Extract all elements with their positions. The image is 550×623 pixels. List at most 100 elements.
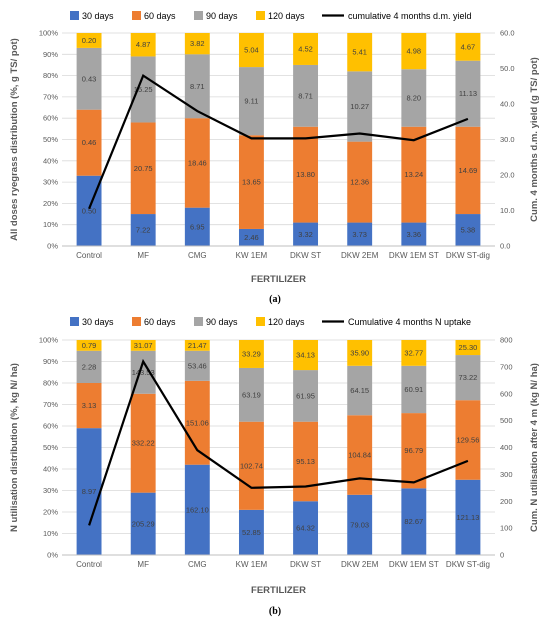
y-tick-label: 0% <box>47 242 58 251</box>
legend-swatch <box>132 11 141 20</box>
bar-segment <box>293 370 319 422</box>
y-tick-label: 40% <box>43 465 58 474</box>
data-label: 0.43 <box>82 74 97 83</box>
data-label: 129.56 <box>456 435 479 444</box>
x-axis-title: FERTILIZER <box>251 585 306 596</box>
data-label: 60.91 <box>404 385 423 394</box>
bar-segment <box>455 126 481 215</box>
data-label: 18.46 <box>188 158 207 167</box>
y-tick-label: 50% <box>43 443 58 452</box>
bar-segment <box>293 126 319 223</box>
y-tick-label: 30% <box>43 486 58 495</box>
bar-segment <box>455 479 481 555</box>
data-label: 0.46 <box>82 138 97 147</box>
legend-label: 30 days <box>82 317 114 327</box>
bar-segment <box>293 64 319 127</box>
category-label: DKW ST <box>290 560 321 569</box>
bar-segment <box>401 413 427 489</box>
bar-segment <box>238 421 264 510</box>
data-label: 64.15 <box>350 386 369 395</box>
data-label: 63.19 <box>242 390 261 399</box>
bar-segment <box>347 141 373 223</box>
data-label: 0.50 <box>82 206 97 215</box>
bar-segment <box>401 222 427 246</box>
bar-segment <box>76 428 102 555</box>
data-label: 14.69 <box>459 166 478 175</box>
bar-segment <box>184 350 210 381</box>
y-tick-label: 20% <box>43 508 58 517</box>
bar-segment <box>455 340 481 356</box>
legend-swatch <box>194 317 203 326</box>
data-label: 13.80 <box>296 170 315 179</box>
legend-label: 120 days <box>268 317 305 327</box>
legend-swatch <box>70 11 79 20</box>
data-label: 31.07 <box>134 341 153 350</box>
y2-axis-title: Cum. 4 months d.m. yield (g TS/ pot) <box>529 57 540 222</box>
bar-segment <box>76 340 102 351</box>
bar-segment <box>293 222 319 246</box>
data-label: 3.13 <box>82 401 97 410</box>
legend-label: 60 days <box>144 11 176 21</box>
data-label: 5.04 <box>244 46 259 55</box>
bar-segment <box>293 501 319 555</box>
bar-segment <box>455 60 481 127</box>
data-label: 11.13 <box>459 89 477 98</box>
data-label: 143.53 <box>132 368 155 377</box>
y-tick-label: 50% <box>43 135 58 144</box>
data-label: 15.25 <box>134 85 153 94</box>
data-label: 7.22 <box>136 226 151 235</box>
bar-segment <box>184 340 210 351</box>
legend-swatch <box>256 317 265 326</box>
data-label: 4.52 <box>298 44 313 53</box>
bar-segment <box>76 350 102 383</box>
legend-label: 30 days <box>82 11 114 21</box>
data-label: 79.03 <box>350 520 369 529</box>
bar-segment <box>401 126 427 223</box>
legend-label: Cumulative 4 months N uptake <box>348 317 471 327</box>
data-label: 12.36 <box>350 178 369 187</box>
y2-tick-label: 0 <box>500 551 504 560</box>
cumulative-line <box>88 73 469 210</box>
category-label: CMG <box>188 560 207 569</box>
data-label: 33.29 <box>242 349 261 358</box>
y-axis-title: N utilisation distribution (%, kg N/ ha) <box>9 363 20 532</box>
y-tick-label: 10% <box>43 220 58 229</box>
y2-tick-label: 100 <box>500 524 513 533</box>
y-tick-label: 70% <box>43 92 58 101</box>
data-label: 35.90 <box>350 348 369 357</box>
bar-segment <box>238 33 264 68</box>
bar-segment <box>293 340 319 371</box>
data-label: 162.10 <box>186 505 209 514</box>
bar-segment <box>76 383 102 429</box>
bar-segment <box>130 393 156 493</box>
y2-tick-label: 10.0 <box>500 206 515 215</box>
legend-label: 90 days <box>206 317 238 327</box>
y-tick-label: 40% <box>43 156 58 165</box>
figure-caption: (b) <box>269 606 281 617</box>
data-label: 4.87 <box>136 40 151 49</box>
y2-tick-label: 300 <box>500 470 513 479</box>
bar-segment <box>130 33 156 57</box>
bar-segment <box>238 367 264 422</box>
data-label: 205.29 <box>132 519 155 528</box>
chart-b-n-utilisation: 0% 10% 20% 30% 40% 50% 60% 70% 80% 90% 100% 0 100 200… <box>9 317 540 617</box>
data-label: 104.84 <box>348 451 371 460</box>
y2-tick-label: 800 <box>500 336 513 345</box>
data-label: 73.22 <box>459 373 478 382</box>
data-label: 9.11 <box>244 97 258 106</box>
data-label: 20.75 <box>134 164 153 173</box>
y-axis-title: All doses ryegrass distribution (%, g TS… <box>9 38 20 241</box>
y2-tick-label: 30.0 <box>500 135 515 144</box>
figure-caption: (a) <box>269 294 281 305</box>
bar-segment <box>238 135 264 229</box>
data-label: 3.73 <box>352 230 367 239</box>
y2-tick-label: 20.0 <box>500 171 515 180</box>
legend-label: cumulative 4 months d.m. yield <box>348 11 472 21</box>
category-label: DKW ST-dig <box>446 560 490 569</box>
chart-a-ryegrass-yield: 0% 10% 20% 30% 40% 50% 60% 70% 80% 90% 100% 0.0 10.0… <box>9 11 540 305</box>
bar-segment <box>347 340 373 366</box>
data-label: 121.13 <box>456 513 479 522</box>
bar-segment <box>347 365 373 416</box>
data-label: 151.06 <box>186 418 209 427</box>
data-label: 332.22 <box>132 439 155 448</box>
